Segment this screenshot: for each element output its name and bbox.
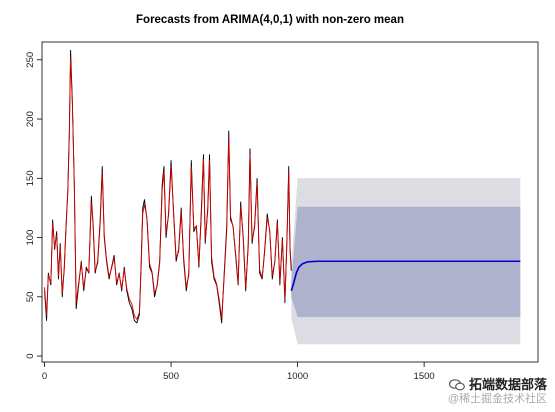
plot-frame (41, 41, 539, 363)
watermark-subtitle: @稀土掘金技术社区 (447, 393, 547, 405)
series-line-fitted (44, 56, 292, 320)
y-tick-label: 200 (25, 111, 36, 127)
x-tick-label: 1000 (287, 371, 308, 382)
y-tick-label: 100 (25, 230, 36, 246)
y-tick-label: 0 (25, 353, 36, 358)
x-tick-label: 0 (42, 371, 47, 382)
watermark: 拓端数据部落 @稀土掘金技术社区 (448, 378, 547, 406)
x-tick-label: 1500 (414, 371, 435, 382)
axes: 0 500 1000 1500 0 50 100 150 200 250 (25, 41, 539, 382)
series-line-observed (44, 49, 292, 324)
y-tick-label: 50 (25, 292, 36, 303)
watermark-title: 拓端数据部落 (468, 377, 547, 392)
chart-title: Forecasts from ARIMA(4,0,1) with non-zer… (136, 14, 404, 26)
watermark-brand: 拓端数据部落 (448, 378, 547, 392)
series-line-forecast (290, 260, 521, 292)
plot-area (44, 49, 521, 345)
y-tick-label: 150 (25, 170, 36, 186)
x-tick-label: 500 (163, 371, 179, 382)
y-tick-label: 250 (25, 52, 36, 68)
wechat-icon (448, 379, 465, 391)
